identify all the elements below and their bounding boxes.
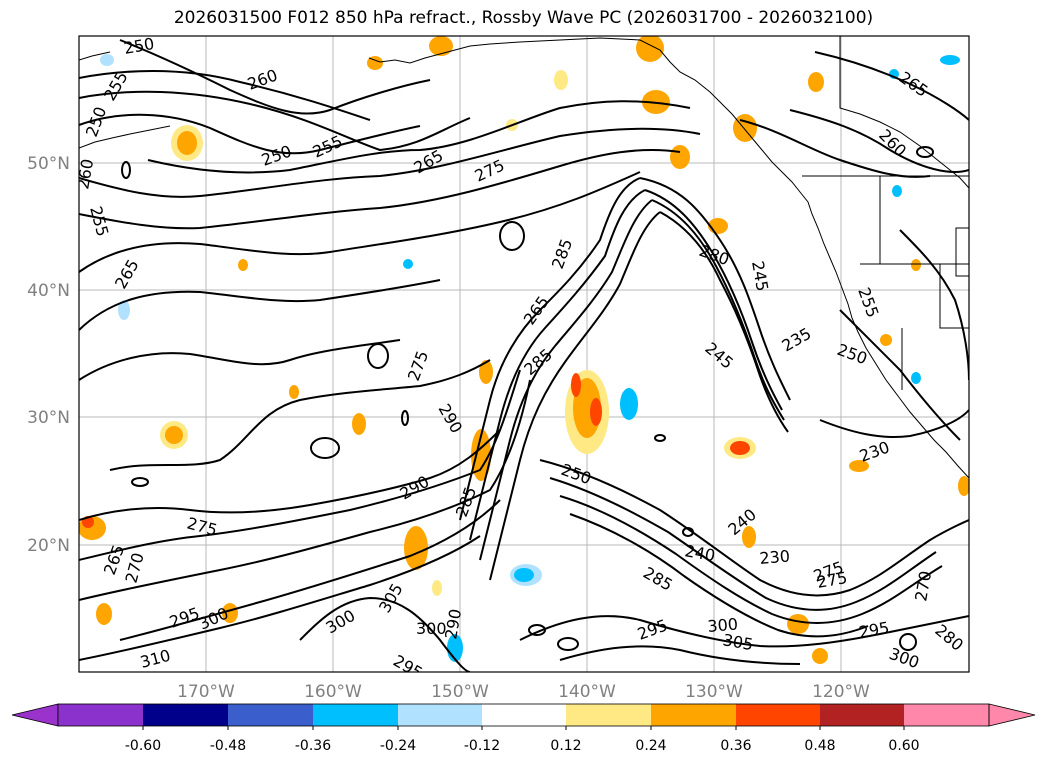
colorbar: -0.60 -0.48 -0.36 -0.24 -0.12 0.12 0.24 … xyxy=(11,703,1036,754)
lon-label: 140°W xyxy=(558,682,616,702)
negative-anomaly xyxy=(940,55,960,65)
negative-anomaly xyxy=(100,54,114,66)
colorbar-tick-label: 0.48 xyxy=(804,738,835,754)
colorbar-min-extension xyxy=(11,703,59,727)
colorbar-tick-label: -0.48 xyxy=(210,738,246,754)
positive-anomaly xyxy=(590,398,602,426)
colorbar-tick-label: -0.60 xyxy=(125,738,161,754)
positive-anomaly xyxy=(808,72,824,92)
positive-anomaly xyxy=(432,580,442,596)
lon-label: 160°W xyxy=(304,682,362,702)
positive-anomaly xyxy=(636,36,664,62)
colorbar-segment xyxy=(398,704,482,726)
colorbar-segment xyxy=(313,704,398,726)
contour-label: 300 xyxy=(707,614,739,636)
negative-anomaly xyxy=(118,300,130,320)
colorbar-segment xyxy=(58,704,143,726)
colorbar-segment xyxy=(482,704,566,726)
positive-anomaly xyxy=(479,360,493,384)
positive-anomaly xyxy=(554,70,568,90)
lon-label: 170°W xyxy=(177,682,235,702)
colorbar-tick-label: -0.24 xyxy=(380,738,416,754)
positive-anomaly xyxy=(367,56,383,70)
colorbar-segment xyxy=(143,704,228,726)
positive-anomaly xyxy=(787,614,809,634)
positive-anomaly xyxy=(165,426,183,444)
negative-anomaly xyxy=(620,388,638,420)
contour-label: 230 xyxy=(759,546,791,568)
colorbar-segment xyxy=(820,704,904,726)
map-title: 2026031500 F012 850 hPa refract., Rossby… xyxy=(173,8,874,28)
positive-anomaly xyxy=(289,385,299,399)
colorbar-tick-label: -0.12 xyxy=(464,738,500,754)
contour-label: 250 xyxy=(122,34,155,58)
lat-label: 50°N xyxy=(27,154,70,174)
positive-anomaly xyxy=(96,603,112,625)
colorbar-segment xyxy=(566,704,651,726)
negative-anomaly xyxy=(514,568,534,582)
positive-anomaly xyxy=(471,429,491,481)
contour-label: 300 xyxy=(416,619,447,638)
map-frame xyxy=(78,35,970,673)
longitude-labels: 170°W 160°W 150°W 140°W 130°W 120°W xyxy=(177,682,870,702)
positive-anomaly xyxy=(958,476,969,496)
colorbar-tick-label: 0.12 xyxy=(550,738,581,754)
positive-anomaly xyxy=(742,526,756,548)
positive-anomaly xyxy=(880,334,892,346)
colorbar-segment xyxy=(904,704,989,726)
positive-anomaly xyxy=(571,373,581,397)
lon-label: 150°W xyxy=(431,682,489,702)
negative-anomaly xyxy=(403,259,413,269)
positive-anomaly xyxy=(352,413,366,435)
lon-label: 130°W xyxy=(685,682,743,702)
colorbar-segment xyxy=(228,704,313,726)
contour-label: 260 xyxy=(73,157,97,190)
lat-label: 40°N xyxy=(27,281,70,301)
positive-anomaly xyxy=(730,441,750,455)
colorbar-tick-label: -0.36 xyxy=(295,738,331,754)
colorbar-tick-label: 0.60 xyxy=(888,738,919,754)
positive-anomaly xyxy=(849,460,869,472)
small-contours xyxy=(121,146,934,651)
lat-label: 20°N xyxy=(27,536,70,556)
colorbar-segment xyxy=(736,704,820,726)
colorbar-segment xyxy=(651,704,736,726)
positive-anomaly xyxy=(911,259,921,271)
positive-anomaly xyxy=(177,131,197,155)
positive-anomaly xyxy=(812,648,828,664)
positive-anomaly xyxy=(670,145,690,169)
map-panel: 250 255 250 260 255 250 255 265 275 265 … xyxy=(73,34,970,673)
negative-anomaly xyxy=(911,372,921,384)
gridlines xyxy=(79,36,969,672)
positive-anomaly xyxy=(429,36,453,56)
positive-anomaly xyxy=(404,526,428,570)
negative-anomaly xyxy=(892,185,902,197)
lon-label: 120°W xyxy=(812,682,870,702)
colorbar-tick-label: 0.24 xyxy=(635,738,666,754)
refractivity-contours xyxy=(79,39,969,672)
colorbar-tick-label: 0.36 xyxy=(720,738,751,754)
lat-label: 30°N xyxy=(27,408,70,428)
anomaly-fills xyxy=(79,36,969,664)
positive-anomaly xyxy=(222,603,238,623)
latitude-labels: 50°N 40°N 30°N 20°N xyxy=(27,154,70,556)
positive-anomaly xyxy=(238,259,248,271)
positive-anomaly xyxy=(733,114,757,142)
colorbar-max-extension xyxy=(988,703,1036,727)
